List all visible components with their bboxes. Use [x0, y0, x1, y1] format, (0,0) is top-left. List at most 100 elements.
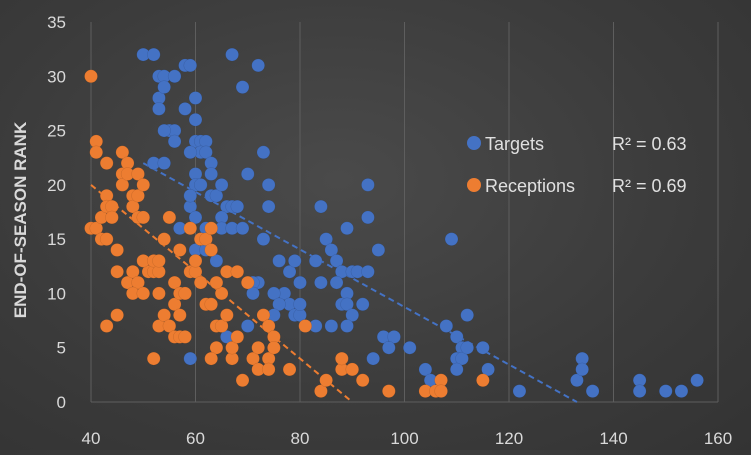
receptions-point: [136, 286, 150, 301]
targets-point: [345, 308, 359, 322]
tick-labels: 40 60 80 100 120 140 160 0 5 10 15 20 25 30 35: [47, 13, 732, 448]
targets-point: [319, 232, 333, 246]
receptions-point: [173, 243, 187, 257]
receptions-point: [193, 275, 208, 290]
targets-point: [241, 319, 255, 333]
receptions-point: [204, 297, 218, 312]
receptions-point: [178, 330, 192, 344]
targets-point: [209, 188, 224, 203]
targets-point: [288, 254, 302, 268]
targets-point: [371, 243, 386, 257]
targets-point: [585, 384, 600, 398]
targets-point: [402, 340, 417, 355]
targets-point: [460, 340, 474, 355]
x-tick-label: 80: [291, 429, 310, 448]
targets-point: [152, 102, 166, 116]
receptions-point: [241, 275, 255, 290]
x-tick-label: 100: [390, 429, 418, 448]
receptions-point: [131, 167, 145, 181]
receptions-point: [126, 199, 140, 214]
receptions-point: [261, 362, 276, 377]
targets-point: [282, 264, 297, 279]
targets-point: [324, 243, 339, 257]
receptions-point: [230, 264, 245, 279]
targets-point: [476, 340, 490, 355]
targets-point: [340, 319, 354, 333]
y-tick-label: 15: [47, 230, 66, 249]
receptions-point: [99, 232, 114, 246]
targets-r2-label: R² = 0.63: [612, 134, 687, 154]
targets-point: [214, 178, 229, 192]
receptions-point: [355, 373, 370, 388]
receptions-point: [251, 340, 265, 355]
targets-point: [293, 297, 307, 312]
targets-point: [329, 275, 344, 290]
targets-point: [632, 384, 647, 398]
targets-point: [361, 210, 375, 225]
receptions-point: [99, 319, 114, 333]
receptions-point: [126, 264, 140, 279]
x-tick-label: 60: [186, 429, 205, 448]
targets-legend-marker: [467, 136, 481, 150]
y-tick-label: 30: [47, 67, 66, 86]
y-tick-label: 20: [47, 176, 66, 195]
receptions-point: [335, 351, 349, 366]
targets-point: [261, 178, 276, 192]
receptions-point: [204, 221, 218, 236]
receptions-point: [199, 232, 213, 246]
targets-point: [314, 199, 328, 214]
targets-point: [157, 80, 171, 94]
receptions-point: [157, 232, 171, 246]
targets-point: [455, 351, 469, 366]
targets-point: [481, 362, 495, 377]
targets-point: [167, 134, 182, 149]
receptions-point: [162, 319, 177, 333]
receptions-point: [167, 275, 182, 290]
y-axis-title: END-OF-SEASON RANK: [11, 121, 30, 318]
targets-point: [366, 351, 380, 366]
receptions-point: [319, 373, 333, 388]
targets-point: [418, 362, 433, 377]
targets-point: [225, 47, 239, 62]
x-tick-label: 120: [495, 429, 523, 448]
receptions-point: [209, 340, 224, 355]
targets-point: [204, 167, 218, 181]
targets-point: [314, 275, 328, 290]
receptions-point: [136, 178, 150, 192]
targets-point: [444, 232, 459, 246]
receptions-point: [146, 351, 161, 366]
targets-point: [167, 69, 182, 84]
receptions-point: [235, 373, 250, 388]
targets-point: [272, 297, 286, 312]
receptions-point: [115, 178, 130, 192]
receptions-point: [214, 286, 229, 301]
targets-point: [355, 297, 370, 312]
x-tick-label: 140: [599, 429, 627, 448]
targets-point: [178, 102, 192, 116]
receptions-point: [267, 340, 281, 355]
receptions-point: [131, 275, 145, 290]
receptions-point: [204, 243, 218, 257]
receptions-point: [89, 145, 103, 160]
y-tick-label: 5: [57, 339, 66, 358]
targets-point: [183, 145, 198, 160]
receptions-point: [282, 362, 297, 377]
targets-point: [188, 91, 203, 105]
targets-point: [659, 384, 673, 398]
receptions-point: [225, 340, 239, 355]
receptions-trendline: [90, 184, 353, 403]
targets-point: [183, 188, 198, 203]
receptions-point: [220, 308, 234, 322]
targets-point: [235, 80, 250, 94]
receptions-point: [261, 319, 276, 333]
targets-legend-label: Targets: [485, 134, 544, 154]
targets-point: [235, 221, 250, 236]
targets-point: [241, 167, 255, 181]
receptions-legend-marker: [467, 178, 481, 192]
receptions-point: [204, 351, 218, 366]
targets-point: [361, 264, 375, 279]
receptions-point: [345, 362, 359, 377]
receptions-point: [298, 319, 312, 333]
targets-point: [157, 123, 171, 138]
